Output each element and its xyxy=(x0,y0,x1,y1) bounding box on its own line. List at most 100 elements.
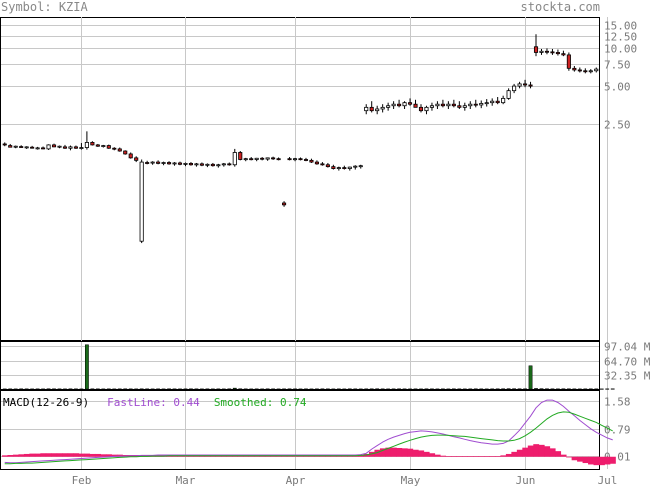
volume-bar xyxy=(254,388,259,390)
site-brand: stockta.com xyxy=(520,0,600,14)
candle-body xyxy=(199,163,204,166)
volume-bar xyxy=(30,388,35,390)
macd-histogram-bar xyxy=(494,456,501,457)
candle-body xyxy=(429,105,434,108)
volume-bar xyxy=(35,388,40,390)
macd-histogram-bar xyxy=(73,453,80,457)
macd-histogram-bar xyxy=(418,450,425,457)
volume-bar xyxy=(260,388,265,390)
candle-body xyxy=(484,102,489,105)
macd-histogram-bar xyxy=(588,456,594,465)
candle-body xyxy=(156,161,161,164)
volume-bar xyxy=(402,388,407,390)
macd-histogram-bar xyxy=(12,454,19,457)
volume-bar xyxy=(46,388,51,390)
candle-body xyxy=(468,103,473,107)
candle-body xyxy=(566,54,571,69)
volume-bar xyxy=(167,388,171,390)
candle-body xyxy=(473,103,478,106)
volume-bar xyxy=(128,388,133,390)
volume-tick-label: 64.70 M xyxy=(604,356,651,369)
candle-body xyxy=(325,164,330,168)
price-panel-frame xyxy=(0,17,600,341)
candle-body xyxy=(523,83,528,86)
candle-body xyxy=(407,102,413,105)
volume-bar xyxy=(588,388,593,390)
macd-histogram-bar xyxy=(604,456,611,465)
macd-fastline xyxy=(4,399,613,464)
volume-bar xyxy=(441,388,445,390)
macd-histogram-bar xyxy=(533,444,540,457)
volume-bar xyxy=(227,388,232,390)
candle-body xyxy=(490,100,495,104)
macd-histogram-bar xyxy=(473,456,479,457)
candle-body xyxy=(35,147,40,150)
x-tick-label: Apr xyxy=(286,474,306,486)
candle-body xyxy=(391,103,396,107)
volume-bar xyxy=(172,388,177,390)
candle-body xyxy=(331,166,336,169)
macd-histogram-bar xyxy=(45,453,52,457)
volume-bar xyxy=(599,388,604,390)
volume-bar xyxy=(610,388,615,390)
x-tick-label: Mar xyxy=(176,474,196,486)
macd-histogram-bar xyxy=(527,445,534,457)
volume-bar xyxy=(24,388,29,390)
macd-legend: MACD(12-26-9) FastLine: 0.44 Smoothed: 0.7… xyxy=(3,396,307,409)
volume-bar xyxy=(512,388,516,390)
candle-body xyxy=(276,158,281,161)
volume-bar xyxy=(13,388,18,390)
candle-body xyxy=(533,46,539,53)
volume-bar xyxy=(413,388,418,390)
volume-bar xyxy=(304,388,308,390)
candle-body xyxy=(309,159,314,163)
candle-body xyxy=(216,164,221,167)
candle-body xyxy=(353,165,358,168)
symbol-value: KZIA xyxy=(58,0,88,14)
volume-bar xyxy=(194,388,199,390)
candle-body xyxy=(506,90,511,99)
candle-body xyxy=(544,50,550,53)
candle-body xyxy=(457,105,462,108)
volume-bar xyxy=(68,388,73,390)
volume-bar xyxy=(380,388,385,390)
volume-bar xyxy=(353,388,358,390)
volume-bar xyxy=(232,387,237,390)
macd-histogram-bar xyxy=(111,454,118,457)
candle-body xyxy=(134,157,139,161)
macd-histogram-bar xyxy=(566,456,573,458)
candle-body xyxy=(501,97,506,104)
volume-bar xyxy=(358,388,363,390)
volume-bar xyxy=(495,388,500,390)
candle-body xyxy=(550,51,555,54)
candle-body xyxy=(271,157,276,160)
volume-bar xyxy=(561,388,566,390)
volume-bar xyxy=(271,388,276,390)
macd-histogram-bar xyxy=(582,456,589,464)
candle-body xyxy=(106,145,111,149)
candle-body xyxy=(380,106,385,110)
candle-body xyxy=(210,163,215,167)
candle-body xyxy=(292,158,298,161)
candle-body xyxy=(57,145,62,148)
candle-body xyxy=(8,145,13,148)
candle-body xyxy=(112,147,117,150)
macd-histogram-bar xyxy=(78,453,85,457)
candle-body xyxy=(583,70,588,73)
candle-body xyxy=(238,152,243,160)
macd-histogram-bar xyxy=(593,456,600,466)
x-tick-label: Feb xyxy=(72,474,92,486)
candle-body xyxy=(95,144,100,147)
macd-histogram-bar xyxy=(23,453,30,457)
macd-tick-label: 0.79 xyxy=(604,424,631,437)
volume-panel-frame xyxy=(0,341,600,390)
volume-bar xyxy=(2,388,7,390)
volume-bar xyxy=(90,388,95,390)
macd-smoothed-line xyxy=(4,411,613,465)
volume-bar xyxy=(52,388,56,390)
volume-bar xyxy=(386,388,391,390)
volume-bar xyxy=(430,388,434,390)
volume-bar xyxy=(112,388,117,390)
candle-body xyxy=(512,85,517,92)
